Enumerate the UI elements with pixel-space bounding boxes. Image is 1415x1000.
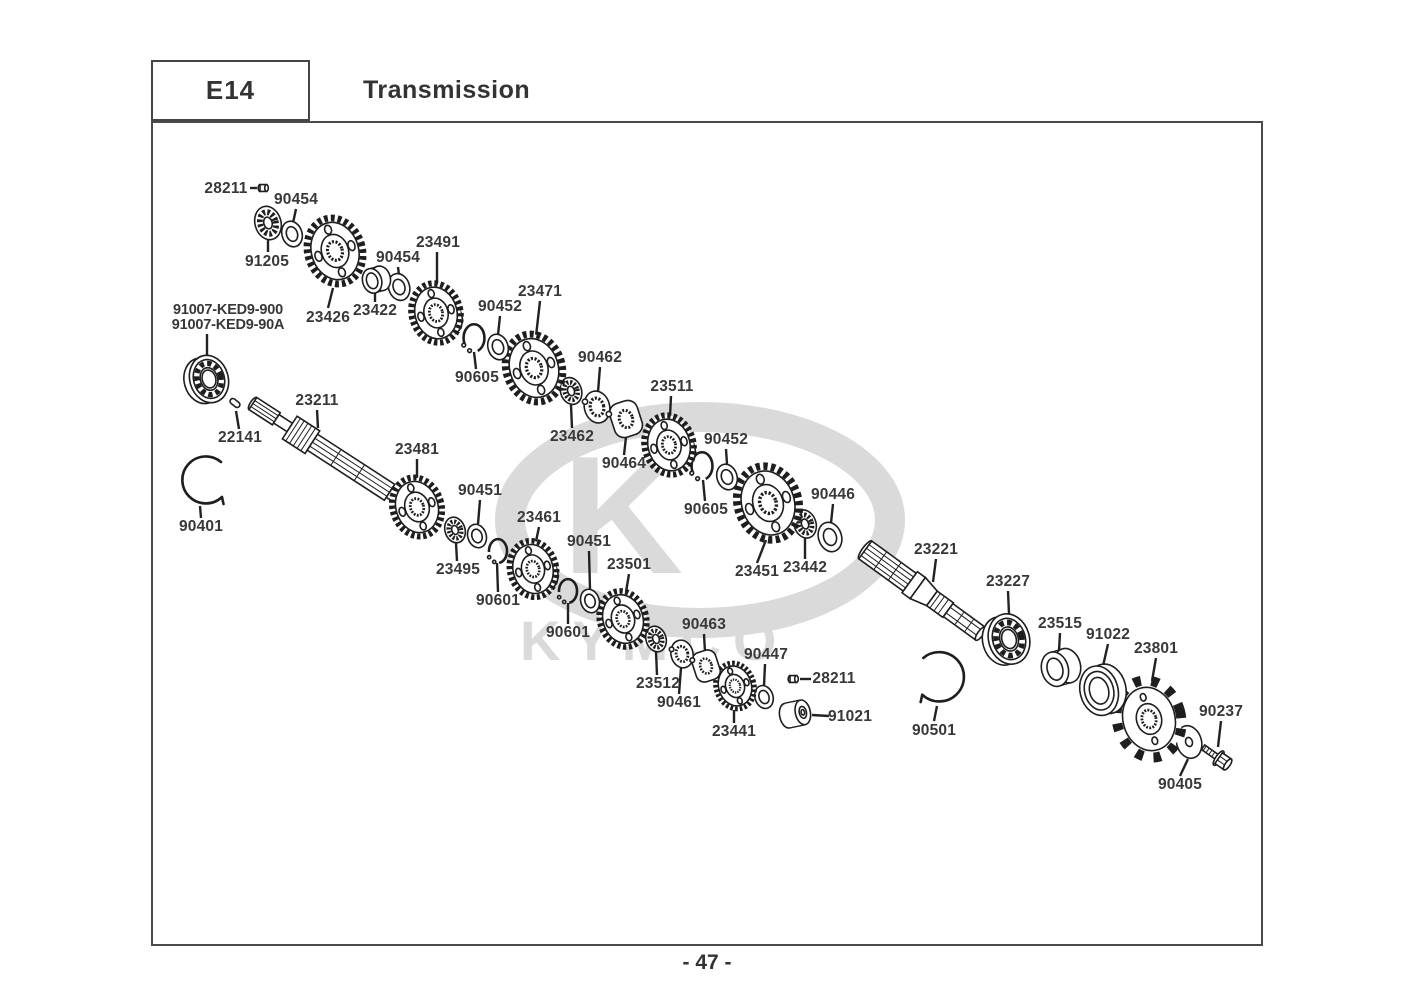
part-label-23471: 23471 bbox=[517, 283, 563, 300]
washer-90446 bbox=[813, 518, 847, 556]
part-label-91022: 91022 bbox=[1085, 626, 1131, 643]
washer-90454-a bbox=[277, 217, 307, 251]
page-number: - 47 - bbox=[682, 951, 732, 974]
part-label-90462: 90462 bbox=[577, 349, 623, 366]
part-label-90464: 90464 bbox=[601, 455, 647, 472]
bearing-23227 bbox=[976, 609, 1035, 671]
part-label-23512: 23512 bbox=[635, 675, 681, 692]
section-code: E14 bbox=[205, 75, 256, 105]
part-label-91205: 91205 bbox=[244, 253, 290, 270]
part-label-90601-b: 90601 bbox=[545, 624, 591, 641]
part-label-23227: 23227 bbox=[985, 573, 1031, 590]
part-label-90447: 90447 bbox=[743, 646, 789, 663]
part-label-23511: 23511 bbox=[650, 378, 694, 395]
bolt-90237 bbox=[1197, 739, 1236, 774]
key-22141 bbox=[228, 396, 242, 410]
part-label-28211-a: 28211 bbox=[204, 180, 248, 197]
part-label-23422: 23422 bbox=[352, 302, 398, 319]
part-label-23515: 23515 bbox=[1037, 615, 1083, 632]
part-label-90451-a: 90451 bbox=[457, 482, 503, 499]
gear-23471 bbox=[497, 326, 572, 409]
part-label-90237: 90237 bbox=[1198, 703, 1244, 720]
spring-90501 bbox=[919, 650, 966, 704]
gear-23491 bbox=[405, 278, 467, 348]
bearing-23495 bbox=[441, 515, 468, 546]
part-label-90605-a: 90605 bbox=[454, 369, 500, 386]
part-label-23221: 23221 bbox=[913, 541, 959, 558]
part-label-90461: 90461 bbox=[656, 694, 702, 711]
part-label-90605-b: 90605 bbox=[683, 501, 729, 518]
part-label-90446: 90446 bbox=[810, 486, 856, 503]
part-label-23801: 23801 bbox=[1133, 640, 1179, 657]
part-label-90601-a: 90601 bbox=[475, 592, 521, 609]
part-label-23491: 23491 bbox=[415, 234, 461, 251]
dowel-pin-28211-a bbox=[257, 183, 270, 193]
part-label-23451: 23451 bbox=[734, 563, 780, 580]
part-label-23442: 23442 bbox=[782, 559, 828, 576]
circlip-90605-a bbox=[460, 322, 486, 354]
part-label-90451-b: 90451 bbox=[566, 533, 612, 550]
part-label-23211: 23211 bbox=[295, 392, 339, 409]
part-label-91007-ked9-90a: 91007-KED9-90A bbox=[171, 317, 285, 333]
roller-91021 bbox=[776, 697, 814, 731]
part-label-90463: 90463 bbox=[681, 616, 727, 633]
part-label-91021: 91021 bbox=[827, 708, 873, 725]
collar-23515 bbox=[1036, 644, 1086, 691]
section-code-box: E14 bbox=[151, 60, 310, 121]
gear-23481 bbox=[384, 471, 449, 543]
part-label-23501: 23501 bbox=[606, 556, 652, 573]
collar-23422 bbox=[358, 262, 395, 297]
part-label-90452-b: 90452 bbox=[703, 431, 749, 448]
bearing-91205 bbox=[251, 203, 285, 243]
shaft-23211 bbox=[243, 391, 406, 510]
part-label-90401: 90401 bbox=[178, 518, 224, 535]
shaft-23221 bbox=[855, 538, 990, 646]
washer-90451-a bbox=[463, 521, 491, 551]
page-title: Transmission bbox=[363, 76, 531, 104]
part-label-23495: 23495 bbox=[435, 561, 481, 578]
diagram-border bbox=[151, 121, 1263, 946]
gear-23451 bbox=[727, 458, 808, 548]
part-label-23426: 23426 bbox=[305, 309, 351, 326]
part-label-22141: 22141 bbox=[217, 429, 263, 446]
spring-90401 bbox=[181, 455, 225, 506]
part-label-28211-b: 28211 bbox=[812, 670, 856, 687]
part-label-91007-ked9-900: 91007-KED9-900 bbox=[172, 302, 284, 318]
part-label-23461: 23461 bbox=[516, 509, 562, 526]
bearing-91007 bbox=[178, 351, 234, 409]
part-label-90501: 90501 bbox=[911, 722, 957, 739]
part-label-90454-a: 90454 bbox=[273, 191, 319, 208]
gear-23426 bbox=[299, 211, 372, 292]
parts bbox=[178, 183, 1236, 774]
part-label-23481: 23481 bbox=[394, 441, 440, 458]
dowel-pin-28211-b bbox=[787, 674, 800, 684]
part-label-90454-b: 90454 bbox=[375, 249, 421, 266]
part-label-90405: 90405 bbox=[1157, 776, 1203, 793]
part-label-23441: 23441 bbox=[711, 723, 757, 740]
part-label-90452-a: 90452 bbox=[477, 298, 523, 315]
part-label-23462: 23462 bbox=[549, 428, 595, 445]
